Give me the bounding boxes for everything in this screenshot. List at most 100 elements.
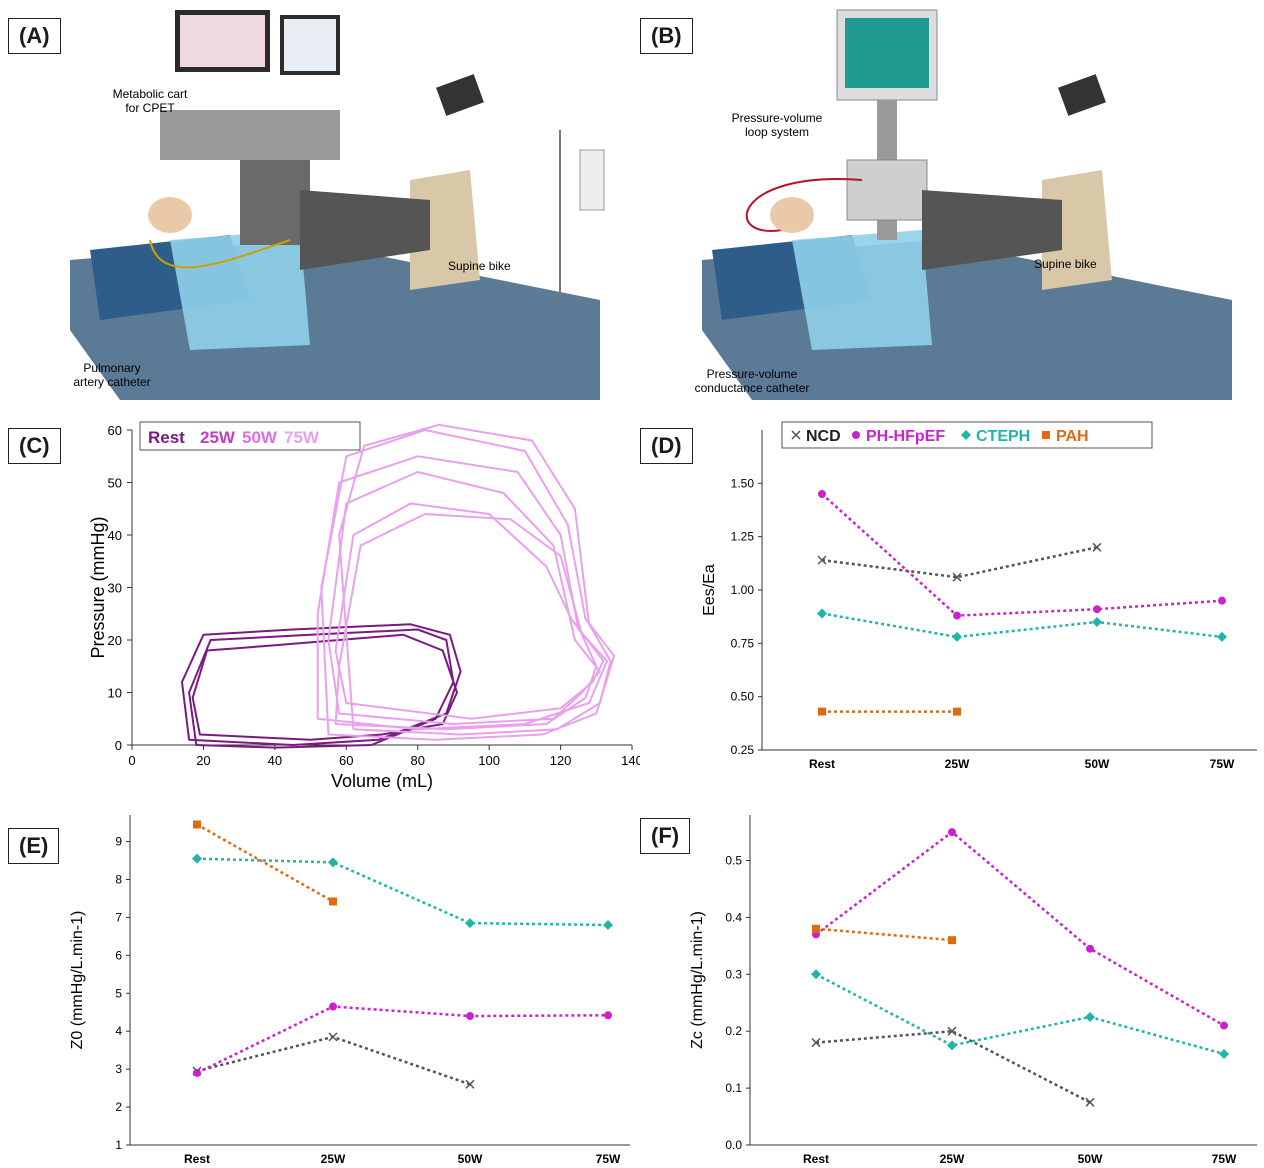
panel-label-b: (B) [640,18,693,54]
data-point-ncd [1092,542,1102,552]
x-tick-label: 120 [550,753,572,768]
y-axis-title: Z0 (mmHg/L.min-1) [69,911,86,1050]
iv-bag [579,149,605,211]
annotation-supine-bike: Supine bike [1034,257,1097,271]
data-point-cteph [465,918,475,929]
y-tick-label: 60 [108,423,122,438]
data-point-ph-hfpef [1218,596,1226,605]
x-tick-label: 20 [196,753,210,768]
legend-item-rest: Rest [148,428,185,447]
annotation-pulmonary-2: artery catheter [73,375,150,389]
legend-item-cteph: CTEPH [976,428,1030,445]
patient-body [922,190,1062,270]
data-point-ph-hfpef [1220,1021,1228,1030]
z0-chart: 1 2 3 4 5 6 7 8 9 Rest 25W 50W 75W Z0 (mmHg/L.min-1) [69,815,630,1166]
data-point-pah [812,924,820,933]
monitor-1-screen [180,15,265,67]
patient-head [770,197,814,233]
data-point-ncd [952,572,962,582]
y-axis-title: Zc (mmHg/L.min-1) [689,911,706,1049]
annotation-pulmonary-1: Pulmonary [83,361,140,375]
series-line-cteph [821,612,1223,639]
data-point-pah [193,820,201,829]
data-point-ncd [328,1032,338,1042]
bike-display [1058,74,1106,116]
panel-f: 0.0 0.1 0.2 0.3 0.4 0.5 Rest 25W 50W 75W Zc (mmHg/… [632,800,1264,1166]
patient-body [300,190,430,270]
y-tick-label: 20 [108,633,122,648]
data-point-cteph [1217,631,1227,642]
x-tick-label: 140 [621,753,640,768]
series-line-ph-hfpef [196,1005,609,1075]
x-tick-label: 50W [458,1152,483,1163]
ees-ea-chart: 0.25 0.50 0.75 1.00 1.25 1.50 Rest 25W 50W 75W Ees… [701,421,1257,771]
y-tick-label: 7 [115,910,122,924]
series-line-ph-hfpef [815,830,1225,1027]
legend-item-25w: 25W [200,428,236,447]
panel-label-e: (E) [8,828,60,864]
x-tick-label: 50W [1085,757,1110,771]
cart-column [240,160,310,245]
data-point-cteph [603,920,613,930]
data-point-ph-hfpef [329,1002,337,1011]
y-tick-label: 0.5 [725,854,742,868]
series-line-ncd [821,546,1098,579]
y-tick-label: 0.50 [731,690,755,704]
pv-loop-75w [334,513,598,731]
pv-loop-75w [338,423,612,736]
data-point-cteph [811,969,821,980]
x-tick-label: 75W [1210,757,1235,771]
x-tick-label: Rest [184,1152,210,1163]
annotation-metabolic-cart-2: for CPET [125,101,175,115]
y-tick-label: 9 [115,835,122,849]
annotation-pv-system-1: Pressure-volume [732,111,823,125]
legend-item-ph-hfpef: PH-HFpEF [866,428,945,445]
data-point-ph-hfpef [193,1068,201,1077]
data-point-cteph [1092,617,1102,627]
y-tick-label: 0.3 [725,967,742,981]
y-tick-label: 30 [108,581,122,596]
data-point-ncd [791,430,801,440]
y-tick-label: 8 [115,872,122,886]
y-tick-label: 1 [115,1138,122,1152]
data-point-ph-hfpef [604,1011,612,1020]
data-point-ph-hfpef [818,490,826,498]
data-point-pah [1042,431,1050,439]
conductance-catheter-line [745,178,863,232]
y-tick-label: 4 [115,1024,122,1038]
y-tick-label: 0.75 [731,636,755,650]
pv-loop-rest [181,623,462,746]
x-tick-label: Rest [803,1152,829,1163]
cpet-setup-illustration: Metabolic cart for CPET Supine bike Pulm… [70,10,605,400]
y-tick-label: 0.0 [725,1138,742,1152]
y-tick-label: 1.00 [731,583,755,597]
x-tick-label: 75W [596,1152,621,1163]
data-point-ph-hfpef [1086,944,1094,953]
x-tick-label: Rest [809,757,835,771]
data-point-cteph [328,857,338,868]
data-point-cteph [192,853,202,864]
pv-loop-75w [316,455,608,731]
y-tick-label: 2 [115,1100,122,1114]
panel-e: 1 2 3 4 5 6 7 8 9 Rest 25W 50W 75W Z0 (mmHg/L.min-1) … [0,800,640,1166]
y-tick-label: 5 [115,986,122,1000]
pv-monitor-screen [845,18,929,88]
data-point-ph-hfpef [466,1012,474,1021]
panel-a: Metabolic cart for CPET Supine bike Pulm… [0,0,630,400]
sterile-drape [792,230,932,350]
x-tick-label: 75W [1212,1152,1237,1163]
x-tick-label: 25W [321,1152,346,1163]
data-point-cteph [1219,1048,1229,1059]
panel-d: 0.25 0.50 0.75 1.00 1.25 1.50 Rest 25W 50W 75W Ees… [632,410,1264,800]
panel-label-a: (A) [8,18,61,54]
patient-head [148,197,192,233]
data-point-pah [948,936,956,945]
annotation-metabolic-cart-1: Metabolic cart [113,87,188,101]
data-point-ph-hfpef [953,611,961,620]
x-tick-label: 25W [940,1152,965,1163]
data-point-cteph [947,1040,957,1051]
data-point-ph-hfpef [1093,605,1101,614]
legend-item-75w: 75W [284,428,320,447]
data-point-ncd [817,555,827,565]
pv-loop-75w [327,471,601,725]
